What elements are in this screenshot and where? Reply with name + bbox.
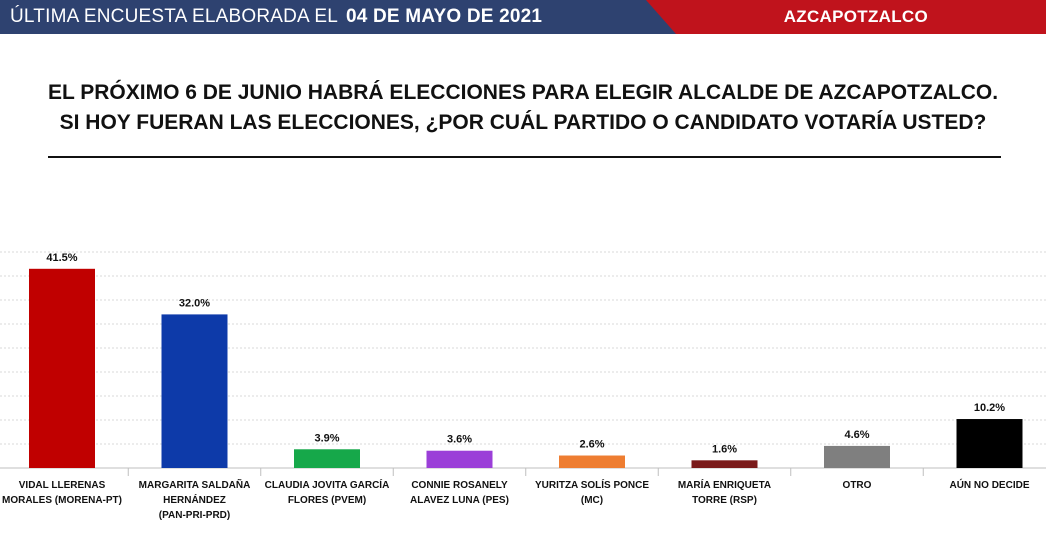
category-label-4: ALAVEZ LUNA (PES) xyxy=(410,495,509,506)
bar-8 xyxy=(956,419,1023,468)
category-label-2: MARGARITA SALDAÑA xyxy=(139,478,251,491)
data-label-4: 3.6% xyxy=(447,434,472,446)
title-divider xyxy=(48,156,1001,158)
region-label: AZCAPOTZALCO xyxy=(783,7,928,26)
bar-7 xyxy=(824,445,890,468)
question-line-2: SI HOY FUERAN LAS ELECCIONES, ¿POR CUÁL … xyxy=(59,111,987,134)
vote-intention-chart: 41.5% VIDAL LLERENAS MORALES (MORENA-PT) 32… xyxy=(0,251,1046,521)
category-label-5: (MC) xyxy=(581,495,603,506)
header-bar: ÚLTIMA ENCUESTA ELABORADA EL 04 DE MAYO D… xyxy=(0,0,1046,34)
data-label-6: 1.6% xyxy=(712,443,737,455)
data-label-7: 4.6% xyxy=(844,429,869,441)
bar-5 xyxy=(559,455,625,468)
category-label-7: OTRO xyxy=(843,480,872,491)
survey-date: 04 DE MAYO DE 2021 xyxy=(346,6,543,27)
bar-2 xyxy=(161,314,228,468)
category-label-2: (PAN-PRI-PRD) xyxy=(159,510,230,521)
category-label-8: AÚN NO DECIDE xyxy=(949,478,1029,491)
data-label-5: 2.6% xyxy=(579,439,604,451)
bar-3 xyxy=(294,449,360,468)
category-label-2: HERNÁNDEZ xyxy=(163,493,226,506)
bar-1 xyxy=(29,268,95,468)
survey-info: ÚLTIMA ENCUESTA ELABORADA EL 04 DE MAYO D… xyxy=(10,0,542,34)
data-label-1: 41.5% xyxy=(46,252,77,264)
question-text: EL PRÓXIMO 6 DE JUNIO HABRÁ ELECCIONES P… xyxy=(0,78,1046,138)
category-label-3: FLORES (PVEM) xyxy=(288,495,366,506)
question-line-1: EL PRÓXIMO 6 DE JUNIO HABRÁ ELECCIONES P… xyxy=(47,81,999,104)
data-label-2: 32.0% xyxy=(179,297,210,309)
category-label-3: CLAUDIA JOVITA GARCÍA xyxy=(265,478,390,491)
bar-6 xyxy=(691,460,758,468)
category-label-6: MARÍA ENRIQUETA xyxy=(678,478,771,491)
category-label-5: YURITZA SOLÍS PONCE xyxy=(535,478,649,491)
category-label-1: VIDAL LLERENAS xyxy=(19,480,106,491)
data-label-3: 3.9% xyxy=(314,432,339,444)
survey-label: ÚLTIMA ENCUESTA ELABORADA EL xyxy=(10,6,338,27)
region-banner xyxy=(646,0,1046,34)
data-label-8: 10.2% xyxy=(974,402,1005,414)
category-label-4: CONNIE ROSANELY xyxy=(411,480,508,491)
bar-4 xyxy=(426,450,493,468)
category-label-1: MORALES (MORENA-PT) xyxy=(2,495,122,506)
category-label-6: TORRE (RSP) xyxy=(692,495,757,506)
